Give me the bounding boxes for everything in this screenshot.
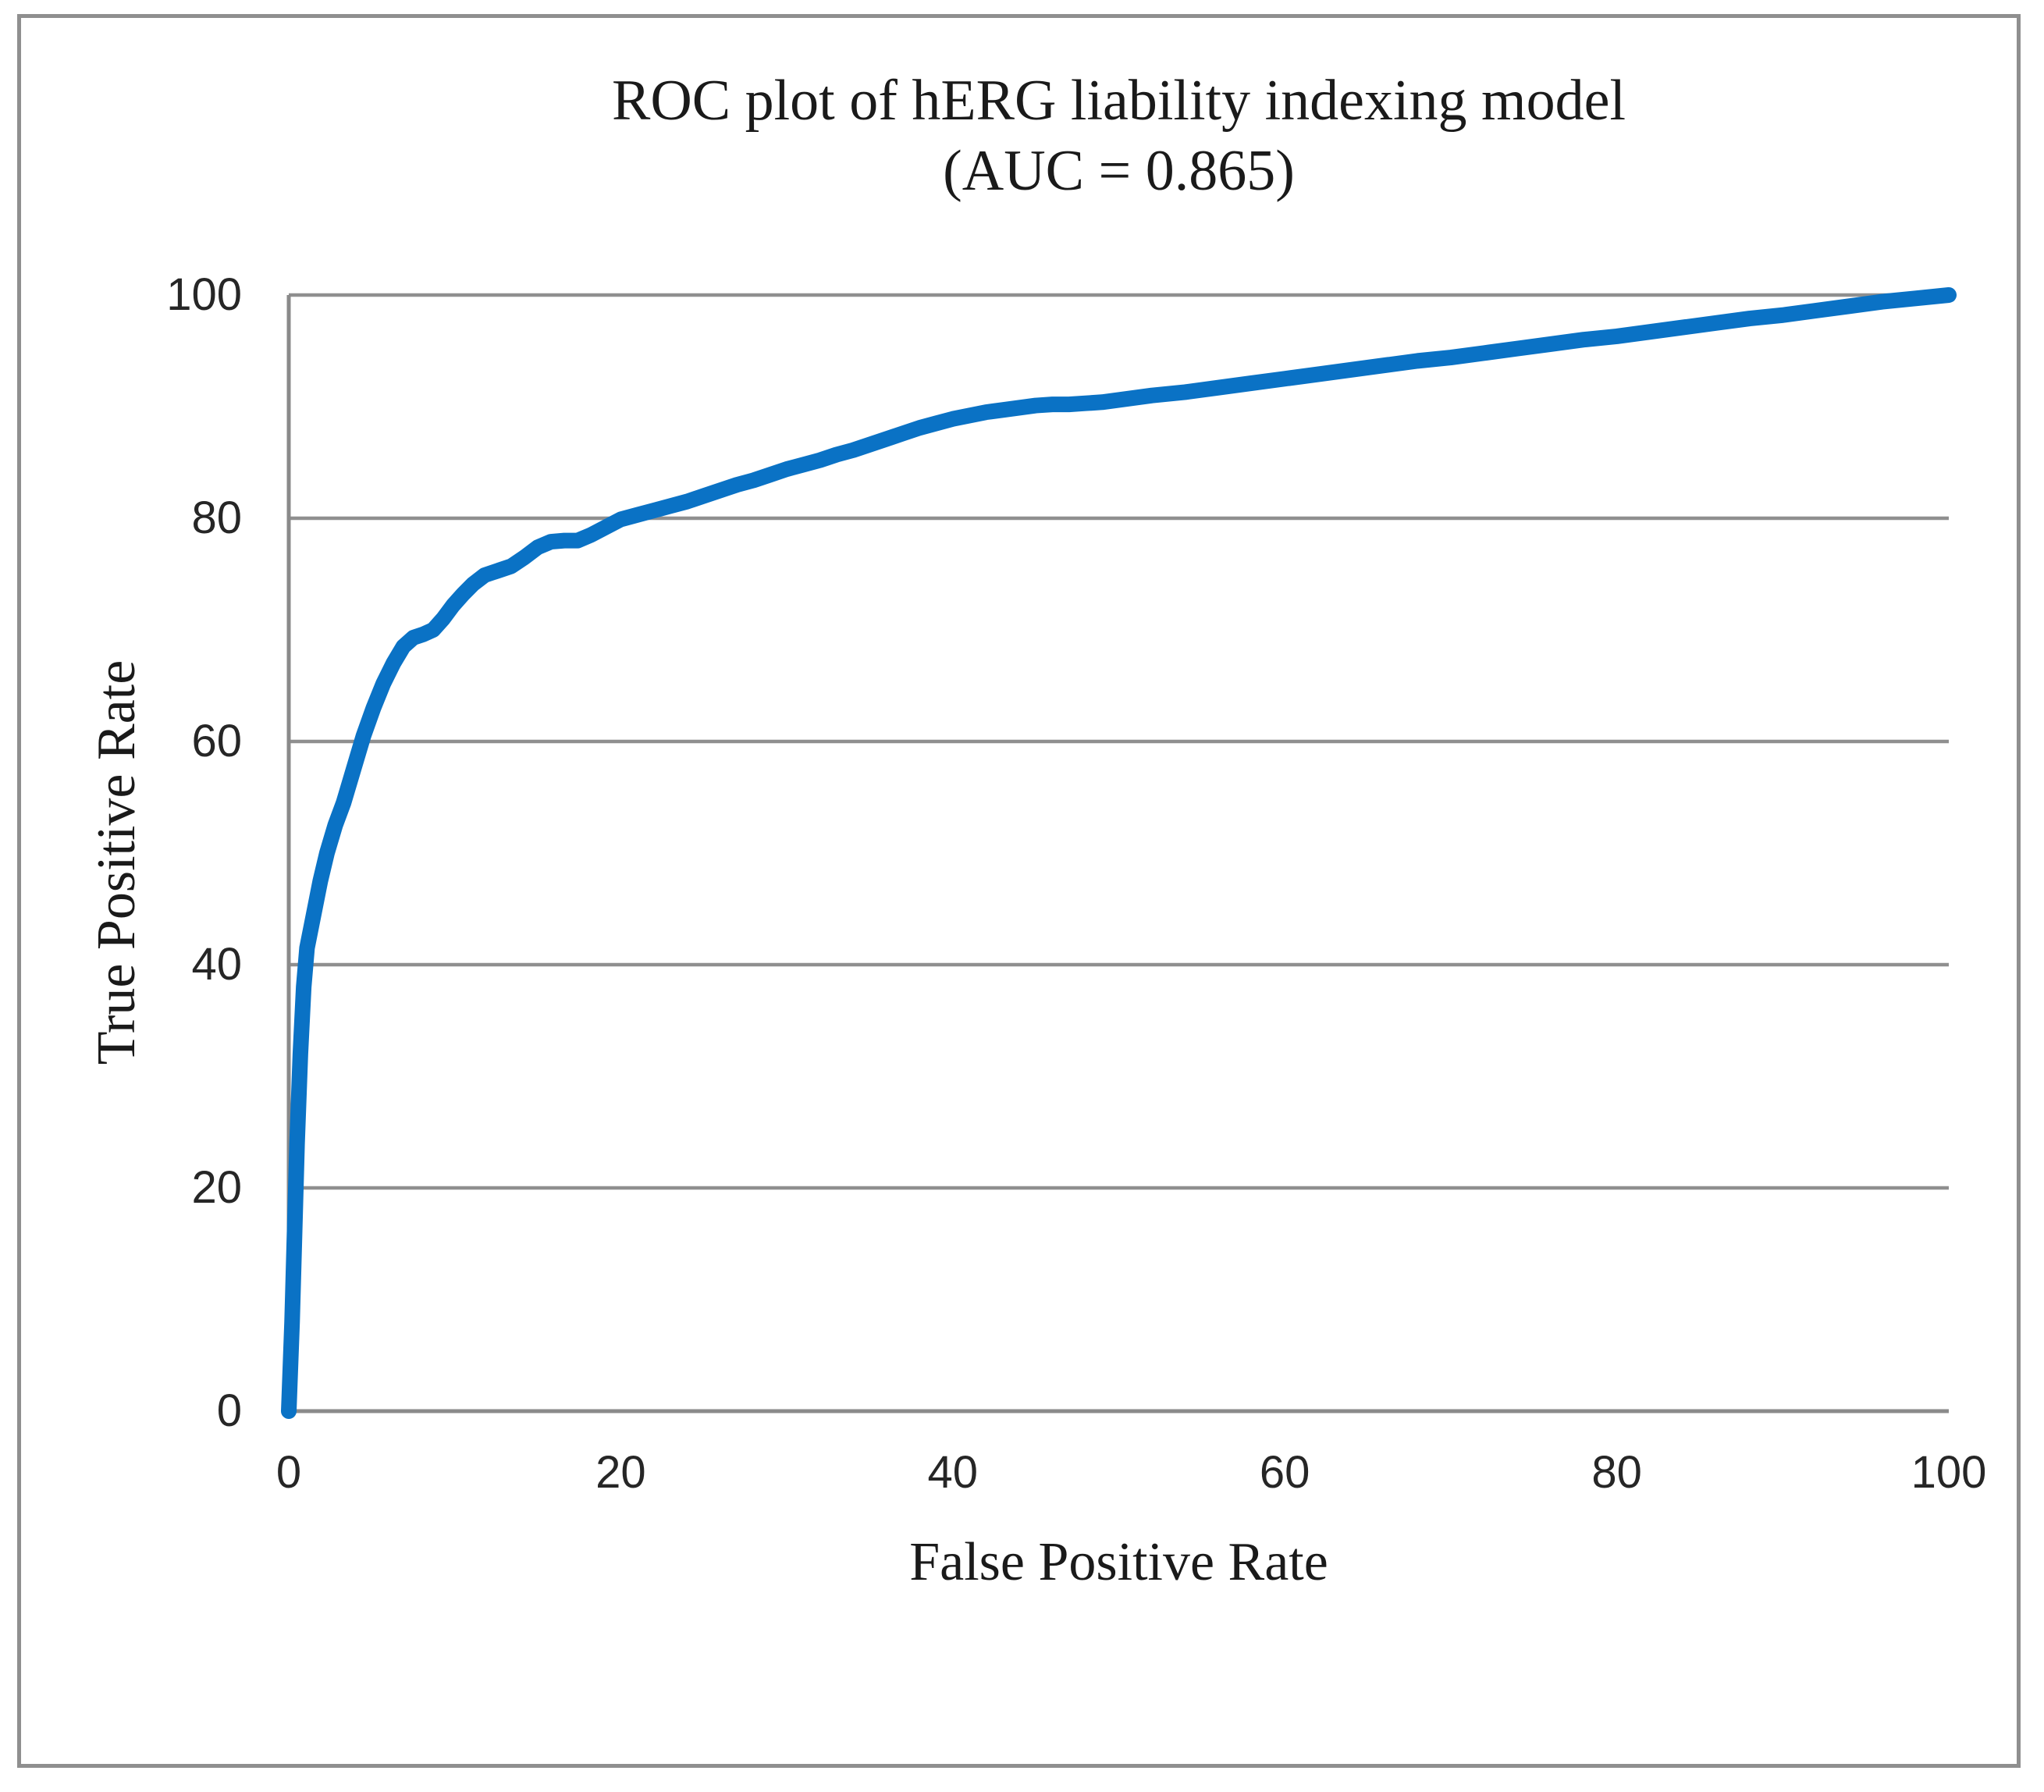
x-tick-label-40: 40 bbox=[927, 1447, 979, 1498]
chart-title-line2: (AUC = 0.865) bbox=[943, 139, 1295, 203]
chart-title: ROC plot of hERG liability indexing mode… bbox=[289, 66, 1949, 206]
y-tick-label-60: 60 bbox=[191, 716, 242, 766]
x-tick-label-20: 20 bbox=[595, 1447, 646, 1498]
roc-curve-line bbox=[289, 295, 1949, 1411]
x-tick-label-60: 60 bbox=[1259, 1447, 1310, 1498]
x-axis-title: False Positive Rate bbox=[909, 1532, 1328, 1592]
roc-chart-svg bbox=[289, 295, 1949, 1411]
figure-border-frame bbox=[17, 14, 2021, 1768]
y-tick-label-0: 0 bbox=[216, 1385, 242, 1436]
x-tick-label-80: 80 bbox=[1591, 1447, 1642, 1498]
y-tick-label-80: 80 bbox=[191, 492, 242, 543]
y-tick-label-100: 100 bbox=[166, 269, 242, 320]
x-tick-label-0: 0 bbox=[275, 1447, 302, 1498]
y-tick-label-20: 20 bbox=[191, 1162, 242, 1213]
x-tick-label-100: 100 bbox=[1911, 1447, 1987, 1498]
chart-title-line1: ROC plot of hERG liability indexing mode… bbox=[611, 69, 1626, 133]
y-tick-label-40: 40 bbox=[191, 939, 242, 990]
